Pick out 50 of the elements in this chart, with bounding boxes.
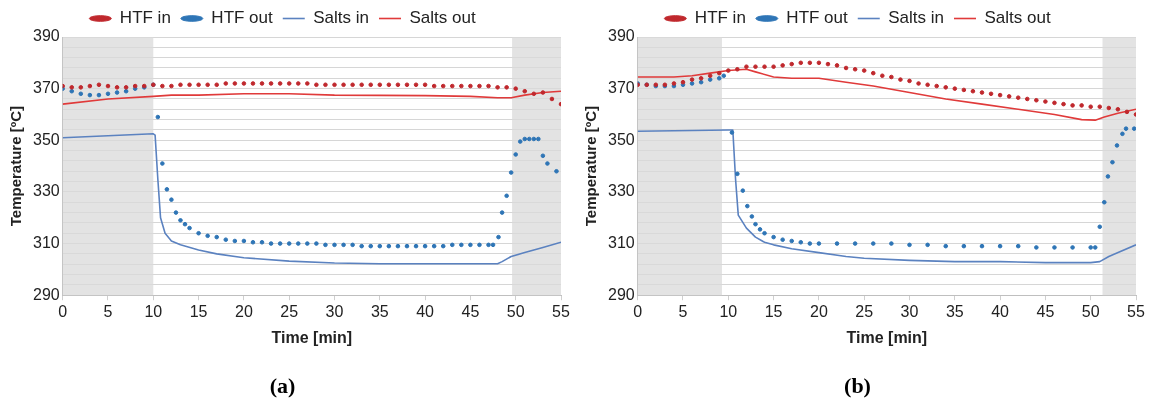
x-tick-label: 35 <box>370 303 389 321</box>
x-tick-label: 40 <box>991 303 1010 321</box>
text: (a) <box>269 373 296 399</box>
y-tick-label: 350 <box>607 130 635 148</box>
legend-label: HTF out <box>786 8 849 28</box>
x-tick-label: 25 <box>280 303 299 321</box>
y-axis-title: Temperature [ºC] <box>7 105 25 227</box>
legend-label: Salts in <box>313 8 369 28</box>
x-axis-title: Time [min] <box>846 329 928 347</box>
y-tick-label: 390 <box>607 27 635 45</box>
y-tick-label: 310 <box>607 233 635 251</box>
y-tick-label: 370 <box>32 79 60 97</box>
legend-label: Salts out <box>984 8 1051 28</box>
y-tick-label: 290 <box>32 285 60 303</box>
x-axis-title: Time [min] <box>271 329 353 347</box>
legend-label: HTF in <box>694 8 746 28</box>
x-tick-label: 15 <box>189 303 208 321</box>
text: (b) <box>844 373 871 399</box>
legend-label: HTF in <box>119 8 171 28</box>
x-tick-label: 35 <box>945 303 964 321</box>
legend-label: HTF out <box>211 8 274 28</box>
legend-label: Salts in <box>888 8 944 28</box>
x-tick-label: 5 <box>103 303 113 321</box>
x-tick-label: 10 <box>144 303 163 321</box>
x-tick-label: 50 <box>1081 303 1100 321</box>
x-tick-label: 10 <box>719 303 738 321</box>
y-tick-label: 330 <box>607 182 635 200</box>
x-tick-label: 25 <box>855 303 874 321</box>
y-tick-label: 350 <box>32 130 60 148</box>
x-tick-label: 0 <box>58 303 68 321</box>
y-tick-label: 370 <box>607 79 635 97</box>
x-tick-label: 15 <box>764 303 783 321</box>
y-axis-title: Temperature [ºC] <box>582 105 600 227</box>
x-tick-label: 20 <box>810 303 828 321</box>
x-tick-label: 20 <box>235 303 253 321</box>
y-tick-label: 290 <box>607 285 635 303</box>
x-tick-label: 50 <box>506 303 525 321</box>
x-tick-label: 45 <box>461 303 480 321</box>
x-tick-label: 30 <box>900 303 919 321</box>
x-tick-label: 0 <box>633 303 643 321</box>
y-tick-label: 310 <box>32 233 60 251</box>
x-tick-label: 5 <box>678 303 688 321</box>
y-tick-label: 390 <box>32 27 60 45</box>
x-tick-label: 45 <box>1036 303 1055 321</box>
x-tick-label: 55 <box>552 303 570 321</box>
x-tick-label: 40 <box>416 303 435 321</box>
legend-label: Salts out <box>409 8 476 28</box>
x-tick-label: 55 <box>1127 303 1145 321</box>
x-tick-label: 30 <box>325 303 344 321</box>
y-tick-label: 330 <box>32 182 60 200</box>
